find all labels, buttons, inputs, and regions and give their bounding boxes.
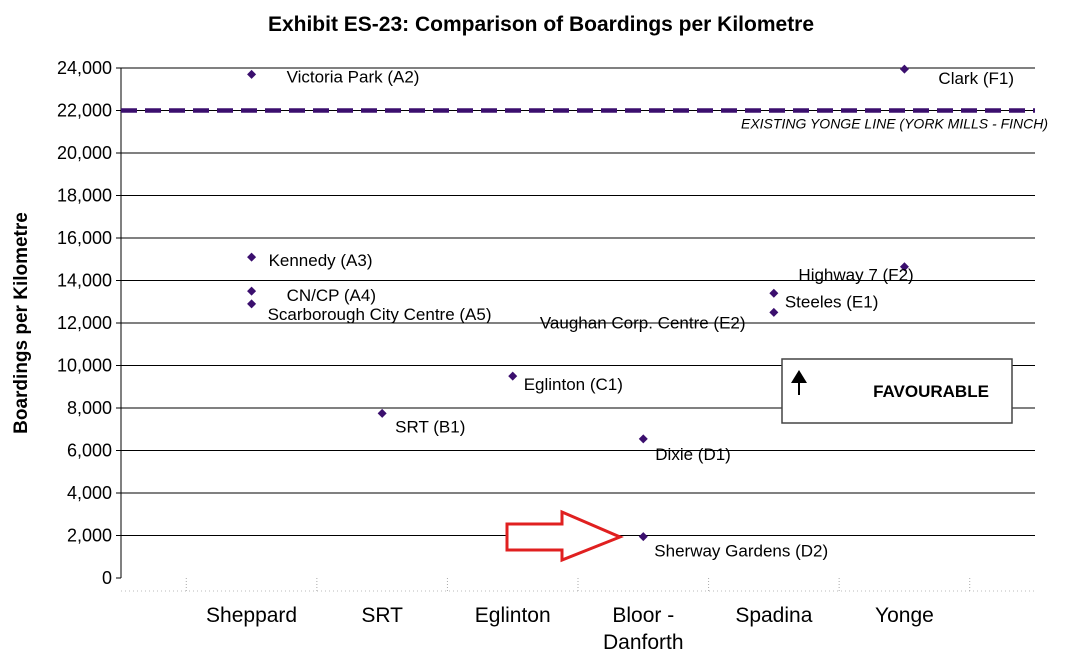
data-point-label: SRT (B1) (395, 417, 465, 436)
data-point-label: Kennedy (A3) (269, 251, 373, 270)
x-category-label: Bloor - (612, 604, 674, 627)
x-category-label: Sheppard (206, 604, 297, 627)
y-axis-label: Boardings per Kilometre (11, 212, 32, 434)
y-tick-label: 4,000 (67, 483, 112, 503)
x-category-label: Danforth (603, 631, 684, 654)
data-point-marker (377, 408, 387, 418)
data-points: Victoria Park (A2) Kennedy (A3) CN/CP (A4)… (247, 64, 1014, 561)
data-point-marker (247, 286, 257, 296)
y-tick-label: 8,000 (67, 398, 112, 418)
y-tick-label: 14,000 (57, 271, 112, 291)
y-tick-label: 16,000 (57, 228, 112, 248)
y-tick-label: 20,000 (57, 143, 112, 163)
y-tick-label: 22,000 (57, 101, 112, 121)
reference-line-group: EXISTING YONGE LINE (YORK MILLS - FINCH) (121, 108, 1048, 132)
gridlines (121, 67, 1035, 536)
data-point-label: Sherway Gardens (D2) (654, 542, 828, 561)
data-point-label: Eglinton (C1) (524, 375, 623, 394)
data-point-marker (247, 299, 257, 309)
favourable-label: FAVOURABLE (873, 382, 989, 401)
x-category-label: Yonge (875, 604, 934, 627)
x-category-label: SRT (361, 604, 403, 627)
data-point-marker (508, 371, 518, 381)
y-tick-label: 6,000 (67, 441, 112, 461)
data-point-marker (638, 532, 648, 542)
y-tick-label: 18,000 (57, 186, 112, 206)
data-point-label: Clark (F1) (938, 69, 1014, 88)
x-category-label: Eglinton (475, 604, 551, 627)
favourable-box-frame (781, 358, 1013, 424)
data-point-marker (769, 288, 779, 298)
data-point-marker (247, 69, 257, 79)
favourable-box: FAVOURABLE (781, 358, 1013, 424)
data-point-marker (899, 262, 909, 272)
y-tick-label: 10,000 (57, 356, 112, 376)
data-point-marker (899, 64, 909, 74)
y-tick-label: 2,000 (67, 526, 112, 546)
x-category-label: Spadina (735, 604, 812, 627)
data-point-label: Vaughan Corp. Centre (E2) (540, 313, 746, 332)
data-point-label: Scarborough City Centre (A5) (268, 305, 492, 324)
chart-title: Exhibit ES-23: Comparison of Boardings p… (268, 13, 814, 36)
up-arrow-icon (791, 370, 807, 395)
data-point-label: Highway 7 (F2) (798, 266, 913, 285)
data-point-label: Steeles (E1) (785, 292, 879, 311)
data-point-label: CN/CP (A4) (287, 286, 376, 305)
reference-line-label: EXISTING YONGE LINE (YORK MILLS - FINCH) (741, 116, 1048, 132)
data-point-label: Dixie (D1) (655, 445, 731, 464)
data-point-marker (638, 434, 648, 444)
y-tick-label: 24,000 (57, 58, 112, 78)
y-tick-label: 0 (102, 568, 112, 588)
data-point-marker (769, 307, 779, 317)
axes: 0 2,000 4,000 6,000 8,000 10,000 12,000 14,000 1… (57, 58, 1035, 654)
data-point-marker (247, 252, 257, 262)
y-tick-label: 12,000 (57, 313, 112, 333)
data-point-label: Victoria Park (A2) (287, 67, 420, 86)
highlight-arrow-icon (505, 509, 624, 563)
